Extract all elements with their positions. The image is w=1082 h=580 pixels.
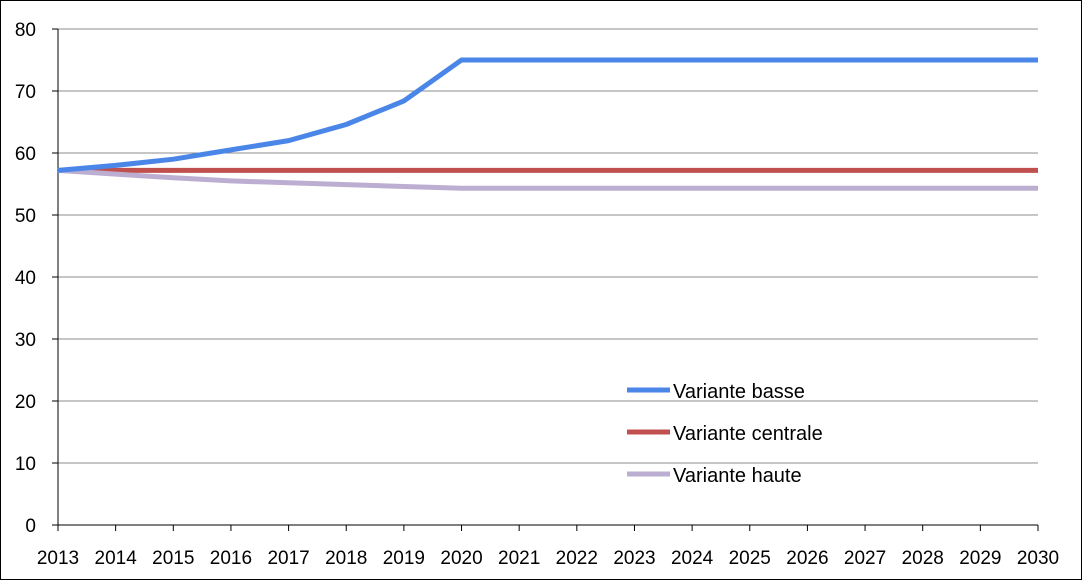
grid-lines xyxy=(58,28,1038,464)
x-tick-label: 2029 xyxy=(959,548,1001,569)
y-tick-label: 80 xyxy=(15,20,36,41)
x-axis-ticks: 2013 2014 2015 2016 2017 2018 2019 2020 2021 2022… xyxy=(37,525,1059,569)
series-line-variante-haute xyxy=(57,167,1038,191)
series-line-variante-basse xyxy=(57,57,1038,173)
legend-label: Variante centrale xyxy=(673,423,823,445)
y-axis-ticks: 0 10 20 30 40 50 60 70 80 xyxy=(15,20,58,537)
y-tick-label: 70 xyxy=(15,82,36,103)
y-tick-label: 60 xyxy=(15,144,36,165)
x-tick-label: 2027 xyxy=(844,548,886,569)
x-tick-label: 2013 xyxy=(37,548,79,569)
series-lines xyxy=(57,57,1038,191)
y-tick-label: 0 xyxy=(25,516,36,537)
x-tick-label: 2023 xyxy=(613,548,655,569)
legend: Variante basse Variante centrale Variante … xyxy=(627,381,823,487)
y-tick-label: 30 xyxy=(15,330,36,351)
x-tick-label: 2028 xyxy=(902,548,944,569)
x-tick-label: 2026 xyxy=(786,548,828,569)
y-tick-label: 50 xyxy=(15,206,36,227)
x-tick-label: 2024 xyxy=(671,548,714,569)
x-tick-label: 2030 xyxy=(1017,548,1059,569)
x-tick-label: 2022 xyxy=(556,548,598,569)
x-tick-label: 2019 xyxy=(383,548,425,569)
y-tick-label: 10 xyxy=(15,454,36,475)
legend-label: Variante basse xyxy=(673,381,805,403)
x-tick-label: 2025 xyxy=(729,548,771,569)
x-tick-label: 2020 xyxy=(440,548,482,569)
y-tick-label: 20 xyxy=(15,392,36,413)
x-tick-label: 2016 xyxy=(210,548,252,569)
legend-label: Variante haute xyxy=(673,465,802,487)
x-tick-label: 2015 xyxy=(152,548,194,569)
x-tick-label: 2018 xyxy=(325,548,367,569)
y-tick-label: 40 xyxy=(15,268,36,289)
x-tick-label: 2017 xyxy=(267,548,309,569)
x-tick-label: 2014 xyxy=(95,548,138,569)
x-tick-label: 2021 xyxy=(498,548,540,569)
